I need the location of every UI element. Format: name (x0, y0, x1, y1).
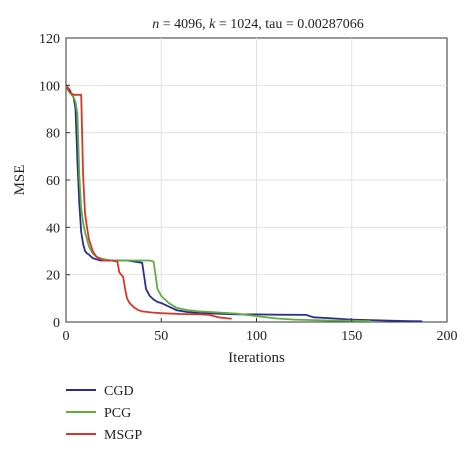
y-axis-label: MSE (12, 165, 28, 196)
series-lines (65, 84, 423, 323)
axis-ticks: 0 50 100 150 200 0 20 40 60 80 100 120 (39, 32, 458, 344)
x-axis-label: Iterations (228, 350, 285, 366)
y-tick-label: 0 (53, 316, 60, 331)
legend-label-cgd: CGD (104, 384, 134, 399)
x-tick-label: 150 (341, 329, 362, 344)
x-tick-label: 100 (246, 329, 267, 344)
y-tick-label: 40 (46, 221, 60, 236)
x-tick-label: 0 (63, 329, 70, 344)
y-tick-label: 20 (46, 269, 60, 284)
series-line-pcg (65, 84, 371, 322)
title-part: = 4096, (159, 17, 209, 32)
y-tick-label: 80 (46, 127, 60, 142)
title-part: k (209, 17, 216, 32)
legend-label-msgp: MSGP (104, 428, 142, 443)
legend: CGD PCG MSGP (66, 384, 142, 443)
x-tick-label: 50 (154, 329, 168, 344)
y-tick-label: 100 (39, 79, 60, 94)
series-line-msgp (65, 84, 232, 320)
title-part: n (152, 17, 159, 32)
y-tick-label: 120 (39, 32, 60, 47)
title-part: = 1024, tau = 0.00287066 (215, 17, 363, 32)
chart-title: n = 4096, k = 1024, tau = 0.00287066 (152, 17, 364, 32)
legend-label-pcg: PCG (104, 406, 131, 421)
series-line-cgd (65, 84, 423, 323)
y-tick-label: 60 (46, 174, 60, 189)
x-tick-label: 200 (437, 329, 458, 344)
grid-lines (66, 38, 447, 322)
